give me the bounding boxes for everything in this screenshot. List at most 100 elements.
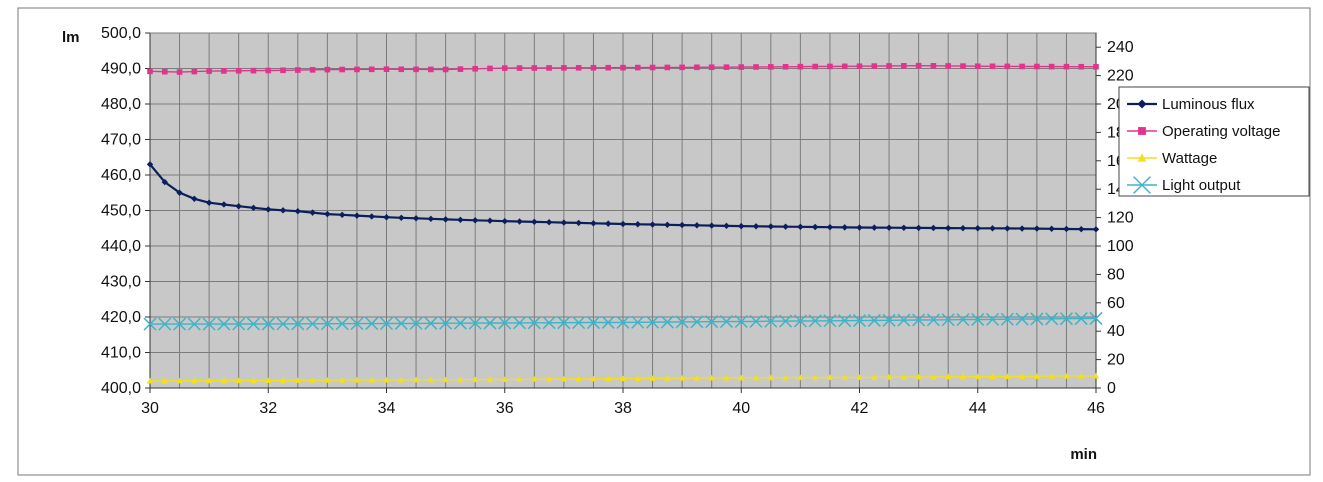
data-point (1018, 373, 1026, 379)
data-point (960, 63, 966, 69)
data-point (634, 375, 641, 381)
data-point (675, 315, 689, 329)
data-point (678, 374, 686, 381)
data-point (605, 220, 612, 227)
data-point (143, 317, 157, 331)
data-point (483, 316, 497, 330)
data-point (631, 315, 645, 329)
data-point (205, 377, 213, 384)
data-point (1004, 63, 1011, 70)
data-point (409, 316, 423, 330)
x-tick-label: 44 (969, 400, 987, 417)
data-point (516, 376, 523, 382)
data-point (398, 376, 405, 383)
data-point (545, 219, 553, 226)
data-point (619, 220, 627, 228)
data-point (468, 316, 482, 330)
legend-item-luminous-flux: Luminous flux (1127, 96, 1255, 113)
legend-item-light-output: Light output (1127, 176, 1241, 194)
x-axis-label: min (1070, 446, 1097, 463)
data-point (250, 204, 257, 212)
data-point (557, 316, 571, 330)
series-wattage (146, 372, 1100, 384)
x-axis-ticks: 30 32 34 36 38 40 42 44 46 (141, 388, 1105, 417)
data-point (424, 316, 438, 330)
data-point (501, 217, 508, 225)
data-point (841, 63, 848, 70)
data-point (472, 65, 478, 72)
data-point (1033, 373, 1041, 379)
data-point (738, 222, 745, 230)
data-point (531, 218, 538, 226)
legend-swatch-marker (1133, 176, 1151, 194)
data-point (428, 66, 434, 73)
data-point (527, 316, 541, 330)
data-point (694, 64, 700, 71)
data-point (867, 313, 881, 327)
data-point (501, 376, 508, 383)
x-tick-label: 30 (141, 400, 159, 417)
data-point (708, 64, 715, 71)
data-point (545, 375, 553, 382)
data-point (235, 377, 242, 384)
data-point (306, 317, 320, 331)
data-point (265, 206, 272, 213)
data-point (945, 63, 951, 69)
data-point (734, 314, 748, 329)
data-point (412, 215, 420, 222)
data-point (1078, 225, 1085, 233)
data-point (453, 316, 467, 330)
data-point (852, 314, 867, 328)
data-point (1034, 63, 1040, 70)
data-point (885, 373, 893, 380)
data-point (383, 66, 390, 73)
legend-swatch-marker (1137, 153, 1147, 162)
data-point (147, 68, 153, 75)
right-tick-label: 40 (1107, 323, 1125, 340)
data-point (294, 377, 302, 383)
data-point (1092, 372, 1100, 379)
data-point (368, 376, 375, 383)
series-light-output (143, 311, 1103, 331)
data-point (841, 374, 848, 380)
left-tick-label: 470,0 (101, 132, 141, 149)
legend-item-operating-voltage: Operating voltage (1127, 123, 1280, 140)
data-point (915, 224, 922, 232)
data-point (217, 317, 231, 331)
data-point (398, 214, 405, 221)
left-tick-label: 410,0 (101, 345, 141, 362)
data-point (693, 374, 701, 381)
data-point (146, 377, 154, 384)
left-tick-label: 450,0 (101, 203, 141, 220)
data-point (1004, 225, 1011, 232)
data-point (220, 201, 228, 208)
data-point (161, 377, 168, 384)
data-point (324, 210, 331, 218)
right-tick-label: 60 (1107, 295, 1125, 312)
data-point (250, 67, 257, 74)
left-tick-label: 500,0 (101, 25, 141, 42)
data-point (486, 376, 494, 383)
data-point (693, 222, 701, 229)
data-point (276, 317, 290, 331)
data-point (575, 65, 582, 71)
data-point (158, 317, 172, 331)
data-point (738, 374, 745, 381)
data-point (394, 316, 408, 330)
data-point (738, 64, 745, 70)
data-point (885, 224, 893, 231)
data-point (782, 63, 789, 70)
data-point (808, 314, 822, 328)
data-point (616, 315, 630, 329)
data-point (442, 66, 449, 73)
data-point (797, 223, 804, 231)
data-point (749, 314, 763, 328)
x-tick-label: 34 (378, 400, 396, 417)
data-point (590, 64, 597, 71)
data-point (619, 375, 627, 382)
data-point (649, 221, 656, 228)
data-point (930, 63, 937, 69)
data-point (1093, 63, 1099, 70)
data-point (590, 375, 597, 382)
left-tick-label: 490,0 (101, 61, 141, 78)
